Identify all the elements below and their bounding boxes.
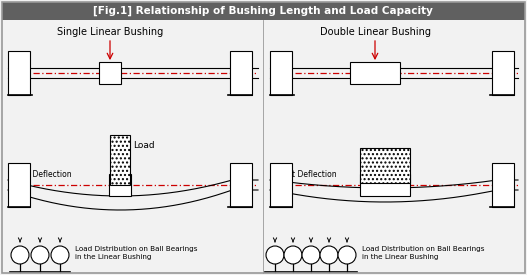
Circle shape [284,246,302,264]
Bar [350,62,400,84]
Bar [492,163,514,207]
Text: Load Distribution on Ball Bearings
in the Linear Bushing: Load Distribution on Ball Bearings in th… [362,246,484,260]
Bar [109,174,131,196]
Bar [110,135,130,185]
Text: Single Linear Bushing: Single Linear Bushing [57,27,163,37]
Bar [360,148,410,183]
Text: Load Distribution on Ball Bearings
in the Linear Bushing: Load Distribution on Ball Bearings in th… [75,246,198,260]
Circle shape [320,246,338,264]
Bar [270,51,292,95]
Circle shape [11,246,29,264]
Circle shape [31,246,49,264]
Bar [99,62,121,84]
Text: [Fig.1] Relationship of Bushing Length and Load Capacity: [Fig.1] Relationship of Bushing Length a… [93,6,433,16]
Bar [230,163,252,207]
Text: Shaft Deflection: Shaft Deflection [10,170,72,179]
Bar [270,163,292,207]
Circle shape [338,246,356,264]
Circle shape [266,246,284,264]
Circle shape [51,246,69,264]
Text: Double Linear Bushing: Double Linear Bushing [319,27,431,37]
Bar [8,51,30,95]
Circle shape [302,246,320,264]
Bar [360,174,410,196]
Bar [230,51,252,95]
Bar [8,163,30,207]
Bar [2,2,525,20]
Text: Load: Load [133,141,154,150]
Bar [492,51,514,95]
Text: Shaft Deflection: Shaft Deflection [275,170,337,179]
